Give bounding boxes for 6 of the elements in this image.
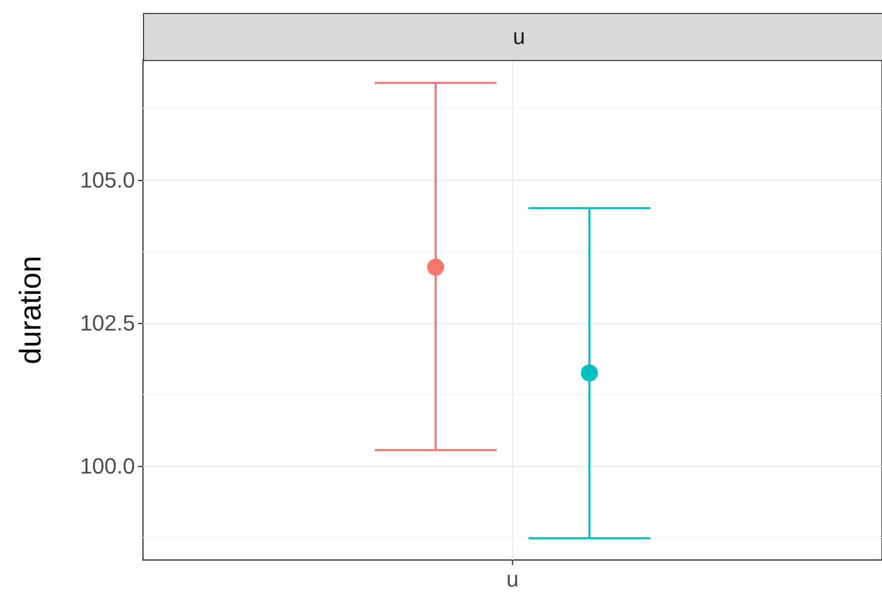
y-tick-label: 105.0 — [80, 168, 135, 193]
y-tick-label: 100.0 — [80, 454, 135, 479]
y-tick-label: 102.5 — [80, 310, 135, 336]
y-axis-title: duration — [14, 256, 48, 364]
strip-header: u — [143, 13, 882, 61]
chart-title: u — [512, 24, 526, 50]
